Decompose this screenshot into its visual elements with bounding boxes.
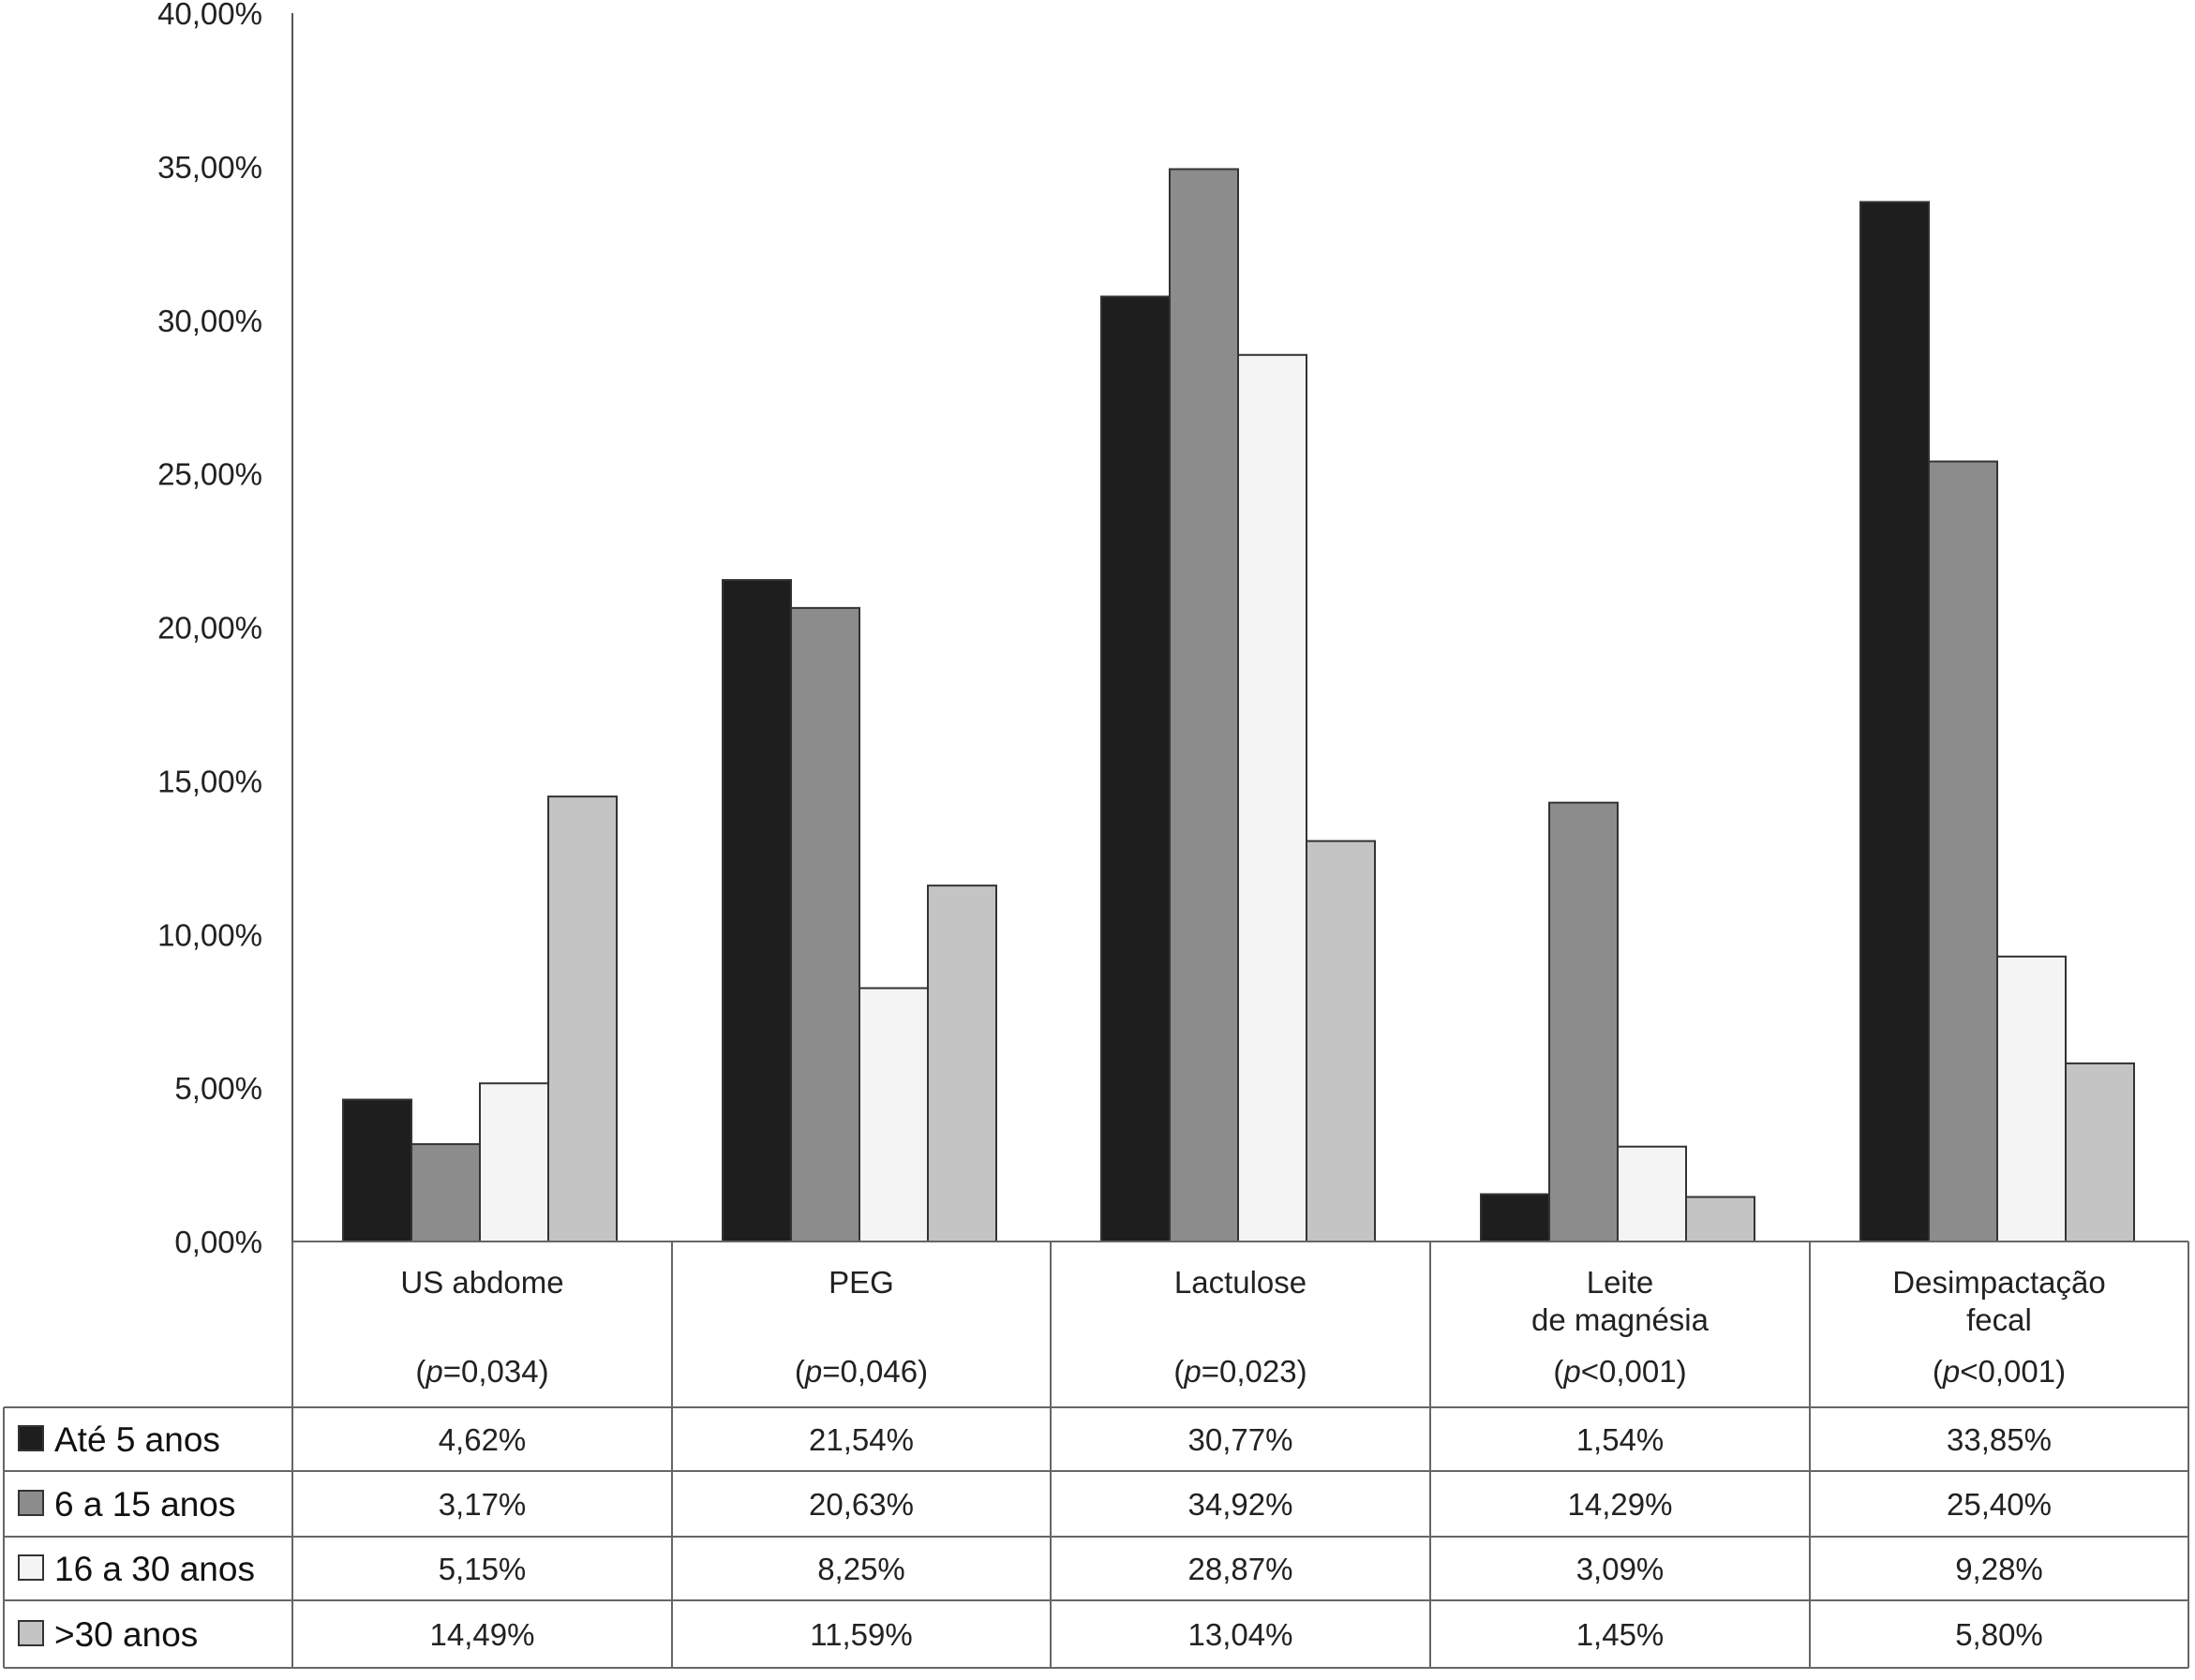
- y-tick-label: 5,00%: [174, 1071, 262, 1106]
- y-tick-label: 25,00%: [157, 457, 262, 492]
- category-label: de magnésia: [1531, 1302, 1710, 1337]
- data-label: 4,62%: [439, 1422, 527, 1457]
- bar: [479, 1082, 549, 1242]
- legend-label: Até 5 anos: [54, 1420, 220, 1459]
- bar: [1169, 168, 1239, 1243]
- legend-swatch: [18, 1425, 44, 1451]
- bar: [1928, 460, 1998, 1242]
- legend-swatch: [18, 1554, 44, 1581]
- category-label: Leite: [1587, 1265, 1654, 1300]
- bar: [1859, 201, 1930, 1242]
- p-value-label: (p=0,023): [1173, 1354, 1307, 1389]
- data-label: 28,87%: [1188, 1552, 1293, 1586]
- data-label: 20,63%: [809, 1487, 914, 1522]
- legend-label: 16 a 30 anos: [54, 1550, 255, 1588]
- legend-swatch: [18, 1490, 44, 1516]
- category-label: Lactulose: [1174, 1265, 1307, 1300]
- data-label: 3,17%: [439, 1487, 527, 1522]
- y-axis: 0,00% 5,00% 10,00% 15,00% 20,00% 25,00% 30,00%…: [157, 0, 293, 1259]
- bar: [1685, 1196, 1755, 1242]
- bar: [1617, 1145, 1687, 1242]
- data-label: 5,15%: [439, 1552, 527, 1586]
- y-tick-label: 30,00%: [157, 304, 262, 338]
- y-tick-label: 35,00%: [157, 150, 262, 185]
- category-label: fecal: [1966, 1302, 2032, 1337]
- p-value-label: (p=0,034): [415, 1354, 548, 1389]
- data-label: 13,04%: [1188, 1617, 1293, 1652]
- legend-label: >30 anos: [54, 1615, 198, 1654]
- bar: [1100, 295, 1171, 1242]
- bar: [722, 579, 792, 1242]
- data-label: 34,92%: [1188, 1487, 1293, 1522]
- category-label: US abdome: [400, 1265, 563, 1300]
- category-label: Desimpactação: [1892, 1265, 2105, 1300]
- bar: [342, 1098, 412, 1242]
- legend-swatch: [18, 1620, 44, 1646]
- data-table: US abdome (p=0,034) PEG (p=0,046) Lactulose (…: [3, 1241, 2189, 1669]
- data-label: 3,09%: [1576, 1552, 1665, 1586]
- y-tick-label: 20,00%: [157, 611, 262, 646]
- y-tick-label: 40,00%: [157, 0, 262, 31]
- bar: [547, 795, 618, 1243]
- bar: [1237, 353, 1307, 1242]
- data-label: 11,59%: [810, 1617, 912, 1652]
- data-label: 1,54%: [1576, 1422, 1665, 1457]
- data-label: 25,40%: [1947, 1487, 2052, 1522]
- bar: [790, 606, 860, 1242]
- bar: [927, 885, 997, 1242]
- bar: [1480, 1193, 1550, 1242]
- p-value-label: (p=0,046): [795, 1354, 928, 1389]
- category-label: PEG: [829, 1265, 894, 1300]
- y-tick-label: 0,00%: [174, 1225, 262, 1259]
- data-label: 30,77%: [1188, 1422, 1293, 1457]
- legend-label: 6 a 15 anos: [54, 1485, 235, 1524]
- data-label: 14,29%: [1568, 1487, 1673, 1522]
- bar: [1548, 801, 1619, 1242]
- data-label: 1,45%: [1576, 1617, 1665, 1652]
- y-tick-label: 15,00%: [157, 764, 262, 798]
- bars: [342, 168, 2135, 1243]
- y-tick-label: 10,00%: [157, 917, 262, 952]
- data-label: 9,28%: [1955, 1552, 2043, 1586]
- bar: [411, 1143, 481, 1243]
- bar: [1306, 840, 1376, 1242]
- data-label: 8,25%: [817, 1552, 905, 1586]
- p-value-label: (p<0,001): [1933, 1354, 2066, 1389]
- data-label: 21,54%: [809, 1422, 914, 1457]
- data-label: 14,49%: [430, 1617, 535, 1652]
- bar: [2065, 1062, 2135, 1243]
- data-label: 33,85%: [1947, 1422, 2052, 1457]
- bar: [859, 987, 929, 1242]
- data-label: 5,80%: [1955, 1617, 2043, 1652]
- bar: [1996, 955, 2067, 1243]
- p-value-label: (p<0,001): [1553, 1354, 1686, 1389]
